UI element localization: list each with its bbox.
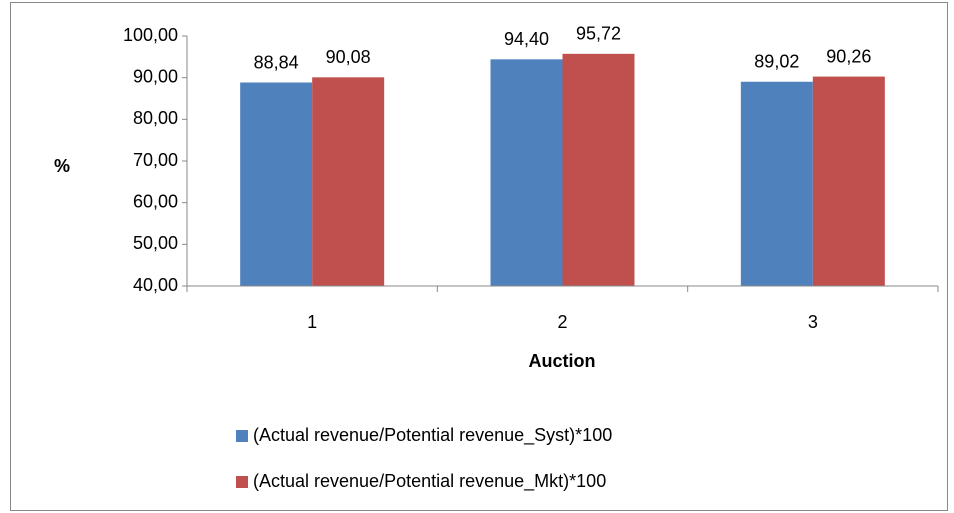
legend-swatch xyxy=(236,430,248,442)
legend-label: (Actual revenue/Potential revenue_Mkt)*1… xyxy=(253,471,606,492)
data-label: 94,40 xyxy=(504,29,549,49)
data-label: 88,84 xyxy=(254,52,299,72)
x-axis-label: Auction xyxy=(529,351,596,371)
y-tick-label: 80,00 xyxy=(133,108,178,128)
data-label: 90,26 xyxy=(826,46,871,66)
legend-swatch xyxy=(236,476,248,488)
data-label: 89,02 xyxy=(754,52,799,72)
bar xyxy=(740,81,813,286)
y-tick-label: 50,00 xyxy=(133,233,178,253)
bar xyxy=(812,76,885,286)
data-label: 90,08 xyxy=(326,47,371,67)
data-label: 95,72 xyxy=(576,24,621,44)
y-tick-label: 70,00 xyxy=(133,150,178,170)
bar xyxy=(240,82,313,286)
y-tick-label: 100,00 xyxy=(123,25,178,45)
y-tick-label: 40,00 xyxy=(133,275,178,295)
legend-label: (Actual revenue/Potential revenue_Syst)*… xyxy=(253,425,612,446)
y-axis-label: % xyxy=(54,156,70,176)
x-tick-label: 3 xyxy=(808,312,818,332)
y-tick-label: 60,00 xyxy=(133,191,178,211)
bar xyxy=(562,53,635,287)
bar xyxy=(312,77,385,286)
bar xyxy=(490,59,563,287)
x-tick-label: 1 xyxy=(307,312,317,332)
y-tick-label: 90,00 xyxy=(133,66,178,86)
x-tick-label: 2 xyxy=(557,312,567,332)
